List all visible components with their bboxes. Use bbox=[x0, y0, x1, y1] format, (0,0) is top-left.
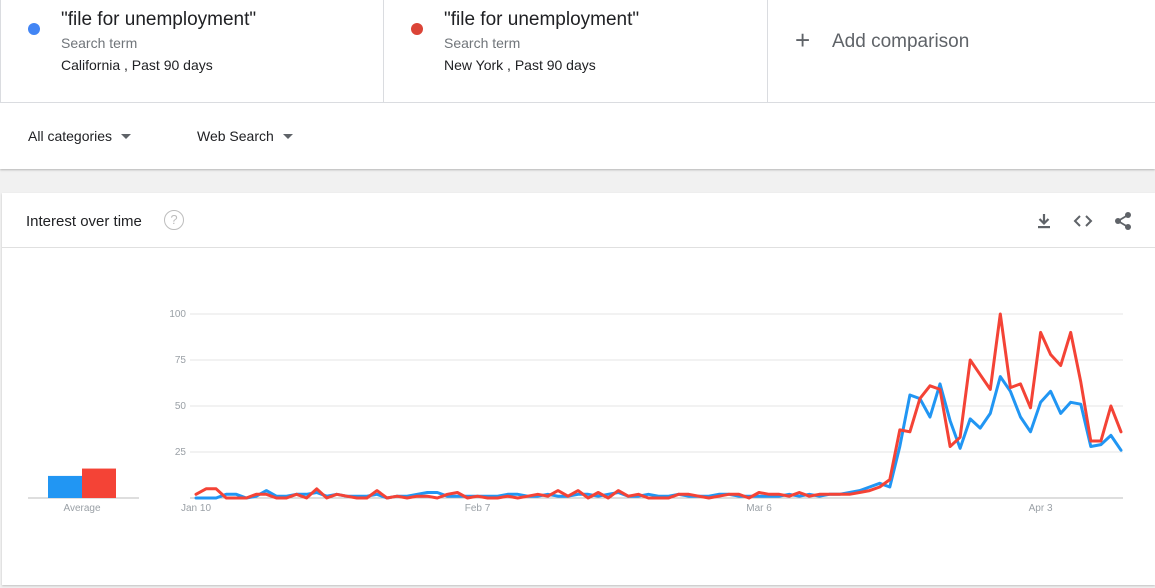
add-comparison-label: Add comparison bbox=[832, 31, 970, 52]
help-icon[interactable]: ? bbox=[164, 210, 184, 230]
category-dropdown[interactable]: All categories bbox=[28, 128, 132, 144]
category-label: All categories bbox=[28, 128, 113, 144]
interest-chart: 25 50 75 100 Jan 10 Feb 7 Mar 6 Apr 3 Average bbox=[28, 309, 1123, 514]
card-header: Interest over time ? bbox=[2, 193, 1155, 248]
interest-over-time-card: Interest over time ? 25 50 75 100 Jan 10 Feb … bbox=[2, 193, 1155, 585]
average-bar bbox=[48, 475, 82, 498]
x-tick-label: Apr 3 bbox=[1029, 503, 1053, 514]
embed-code-icon[interactable] bbox=[1072, 210, 1094, 232]
chevron-down-icon bbox=[282, 133, 293, 139]
x-tick-label: Jan 10 bbox=[181, 503, 211, 514]
term-name[interactable]: "file for unemployment" bbox=[444, 9, 640, 30]
series-color-dot bbox=[411, 23, 423, 35]
series-line bbox=[194, 375, 1123, 500]
term-type: Search term bbox=[61, 35, 138, 51]
share-icon[interactable] bbox=[1112, 210, 1134, 232]
term-region-period[interactable]: California , Past 90 days bbox=[61, 57, 213, 73]
term-type: Search term bbox=[444, 35, 521, 51]
x-tick-label: Mar 6 bbox=[746, 503, 772, 514]
filter-bar: All categories Web Search bbox=[0, 104, 1155, 169]
download-icon[interactable] bbox=[1033, 210, 1055, 232]
search-type-dropdown[interactable]: Web Search bbox=[197, 128, 293, 144]
card-title: Interest over time bbox=[26, 213, 142, 230]
term-card-california[interactable]: "file for unemployment" Search term Cali… bbox=[0, 0, 384, 103]
average-bar bbox=[82, 468, 116, 498]
series-line bbox=[194, 312, 1123, 500]
term-region-period[interactable]: New York , Past 90 days bbox=[444, 57, 596, 73]
plus-icon: + bbox=[795, 25, 811, 55]
x-tick-label: Feb 7 bbox=[465, 503, 491, 514]
y-tick-label: 75 bbox=[175, 355, 187, 366]
term-card-new-york[interactable]: "file for unemployment" Search term New … bbox=[384, 0, 768, 103]
explore-header: "file for unemployment" Search term Cali… bbox=[0, 0, 1155, 169]
chevron-down-icon bbox=[121, 133, 132, 139]
y-tick-label: 25 bbox=[175, 447, 187, 458]
average-label: Average bbox=[63, 503, 101, 514]
term-name[interactable]: "file for unemployment" bbox=[61, 9, 257, 30]
search-type-label: Web Search bbox=[197, 128, 274, 144]
y-tick-label: 50 bbox=[175, 401, 187, 412]
add-comparison-button[interactable]: + Add comparison bbox=[768, 0, 1155, 103]
y-tick-label: 100 bbox=[169, 309, 186, 320]
series-color-dot bbox=[28, 23, 40, 35]
comparison-terms: "file for unemployment" Search term Cali… bbox=[0, 0, 1155, 103]
